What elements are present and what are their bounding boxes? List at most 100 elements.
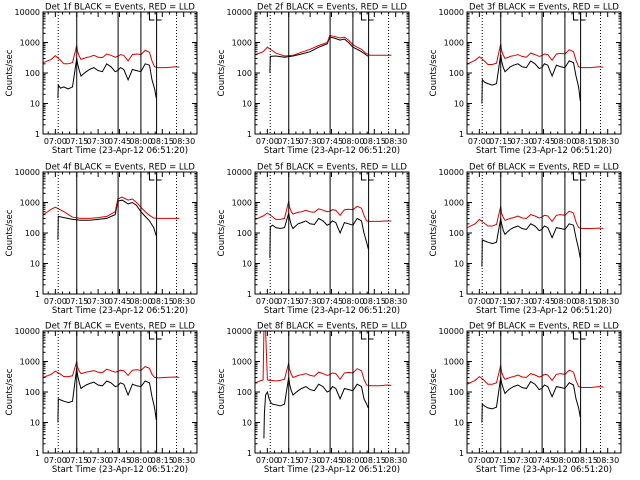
x-tick-label: 07:00 xyxy=(44,297,67,306)
x-tick-label: 08:15 xyxy=(363,456,386,465)
x-tick-label: 08:15 xyxy=(151,137,174,146)
x-tick-label: 07:45 xyxy=(108,297,131,306)
y-tick-label: 1 xyxy=(247,130,252,139)
y-tick-label: 10000 xyxy=(15,327,40,336)
bracket-marker xyxy=(148,172,155,181)
x-tick-label: 08:30 xyxy=(172,297,195,306)
bracket-marker xyxy=(368,172,374,181)
y-tick-label: 1 xyxy=(459,130,464,139)
bracket-marker xyxy=(156,12,162,21)
bracket-marker xyxy=(368,331,374,340)
y-tick-label: 1000 xyxy=(232,199,252,208)
x-tick-label: 08:15 xyxy=(151,297,174,306)
y-tick-label: 1 xyxy=(459,290,464,299)
y-tick-label: 100 xyxy=(25,69,40,78)
x-tick-label: 07:45 xyxy=(532,297,555,306)
x-axis-title: Start Time (23-Apr-12 06:51:20) xyxy=(476,146,612,156)
chart-title: Det 5f BLACK = Events, RED = LLD xyxy=(257,163,407,173)
x-tick-label: 07:30 xyxy=(299,456,322,465)
bracket-marker xyxy=(580,331,586,340)
y-tick-label: 1000 xyxy=(444,199,464,208)
series-line-lld xyxy=(43,45,180,69)
y-tick-label: 10000 xyxy=(15,168,40,177)
y-tick-label: 1 xyxy=(459,449,464,458)
y-tick-label: 1 xyxy=(247,290,252,299)
series-line-lld xyxy=(467,365,604,388)
chart-title: Det 1f BLACK = Events, RED = LLD xyxy=(45,3,195,13)
chart-panel-5: 1 10 100 1000 10000 07:0007:1507:3007:4508:00… xyxy=(217,163,410,316)
y-tick-label: 10 xyxy=(454,260,464,269)
x-tick-label: 07:30 xyxy=(511,137,534,146)
x-tick-label: 07:45 xyxy=(532,456,555,465)
chart-panel-7: 1 10 100 1000 10000 07:0007:1507:3007:4508:00… xyxy=(5,322,198,475)
x-tick-label: 08:15 xyxy=(575,456,598,465)
y-tick-label: 10 xyxy=(30,260,40,269)
bracket-marker xyxy=(148,331,155,340)
y-tick-label: 10 xyxy=(30,419,40,428)
bracket-marker xyxy=(572,331,579,340)
chart-title: Det 6f BLACK = Events, RED = LLD xyxy=(469,163,619,173)
x-tick-label: 07:30 xyxy=(299,297,322,306)
y-axis-title: Counts/sec xyxy=(217,209,227,256)
chart-panel-3: 1 10 100 1000 10000 07:0007:1507:3007:4508:00… xyxy=(429,3,622,156)
x-tick-label: 07:15 xyxy=(277,137,300,146)
x-tick-label: 08:30 xyxy=(172,137,195,146)
x-tick-label: 08:00 xyxy=(129,297,152,306)
series-line-lld xyxy=(255,331,392,387)
y-tick-label: 10000 xyxy=(227,8,252,17)
chart-panel-6: 1 10 100 1000 10000 07:0007:1507:3007:4508:00… xyxy=(429,163,622,316)
x-tick-label: 08:30 xyxy=(384,297,407,306)
x-tick-label: 08:30 xyxy=(384,456,407,465)
bracket-marker xyxy=(360,12,367,21)
y-tick-label: 10 xyxy=(454,100,464,109)
y-axis-title: Counts/sec xyxy=(429,209,439,256)
bracket-marker xyxy=(360,331,367,340)
chart-title: Det 8f BLACK = Events, RED = LLD xyxy=(257,322,407,332)
x-tick-label: 08:30 xyxy=(596,137,619,146)
x-tick-label: 08:00 xyxy=(129,456,152,465)
x-tick-label: 07:00 xyxy=(256,456,279,465)
series-group xyxy=(255,331,392,439)
y-tick-label: 10000 xyxy=(227,327,252,336)
y-tick-label: 100 xyxy=(449,388,464,397)
y-tick-label: 100 xyxy=(237,69,252,78)
x-tick-label: 08:00 xyxy=(553,297,576,306)
x-tick-label: 07:45 xyxy=(108,456,131,465)
x-tick-label: 08:00 xyxy=(129,137,152,146)
y-axis-title: Counts/sec xyxy=(217,49,227,96)
y-tick-label: 1 xyxy=(35,290,40,299)
y-tick-label: 100 xyxy=(25,229,40,238)
series-line-lld xyxy=(467,206,604,229)
y-tick-label: 1000 xyxy=(20,199,40,208)
x-tick-label: 07:45 xyxy=(108,137,131,146)
chart-panel-4: 1 10 100 1000 10000 07:0007:1507:3007:4508:00… xyxy=(5,163,198,316)
x-tick-label: 07:00 xyxy=(468,456,491,465)
x-tick-label: 07:15 xyxy=(489,297,512,306)
x-tick-label: 07:15 xyxy=(489,456,512,465)
y-tick-label: 10000 xyxy=(439,8,464,17)
y-tick-label: 100 xyxy=(237,388,252,397)
x-tick-label: 08:00 xyxy=(341,297,364,306)
series-line-events xyxy=(263,377,369,439)
x-axis-title: Start Time (23-Apr-12 06:51:20) xyxy=(264,306,400,316)
y-tick-label: 1000 xyxy=(444,39,464,48)
x-tick-label: 07:30 xyxy=(511,297,534,306)
x-axis-title: Start Time (23-Apr-12 06:51:20) xyxy=(52,465,188,475)
x-tick-label: 07:00 xyxy=(256,297,279,306)
x-tick-label: 08:15 xyxy=(575,297,598,306)
x-tick-label: 07:30 xyxy=(87,297,110,306)
y-tick-label: 100 xyxy=(237,229,252,238)
y-tick-label: 1000 xyxy=(232,358,252,367)
bracket-marker xyxy=(360,172,367,181)
x-tick-label: 07:15 xyxy=(489,137,512,146)
chart-panel-1: 1 10 100 1000 10000 07:0007:1507:3007:4508:00… xyxy=(5,3,198,156)
chart-panel-8: 1 10 100 1000 10000 07:0007:1507:3007:4508:00… xyxy=(217,322,410,475)
x-tick-label: 07:45 xyxy=(320,137,343,146)
y-axis-title: Counts/sec xyxy=(429,368,439,415)
series-line-lld xyxy=(467,43,604,69)
x-tick-label: 07:00 xyxy=(44,456,67,465)
x-tick-label: 07:45 xyxy=(532,137,555,146)
x-tick-label: 07:30 xyxy=(299,137,322,146)
